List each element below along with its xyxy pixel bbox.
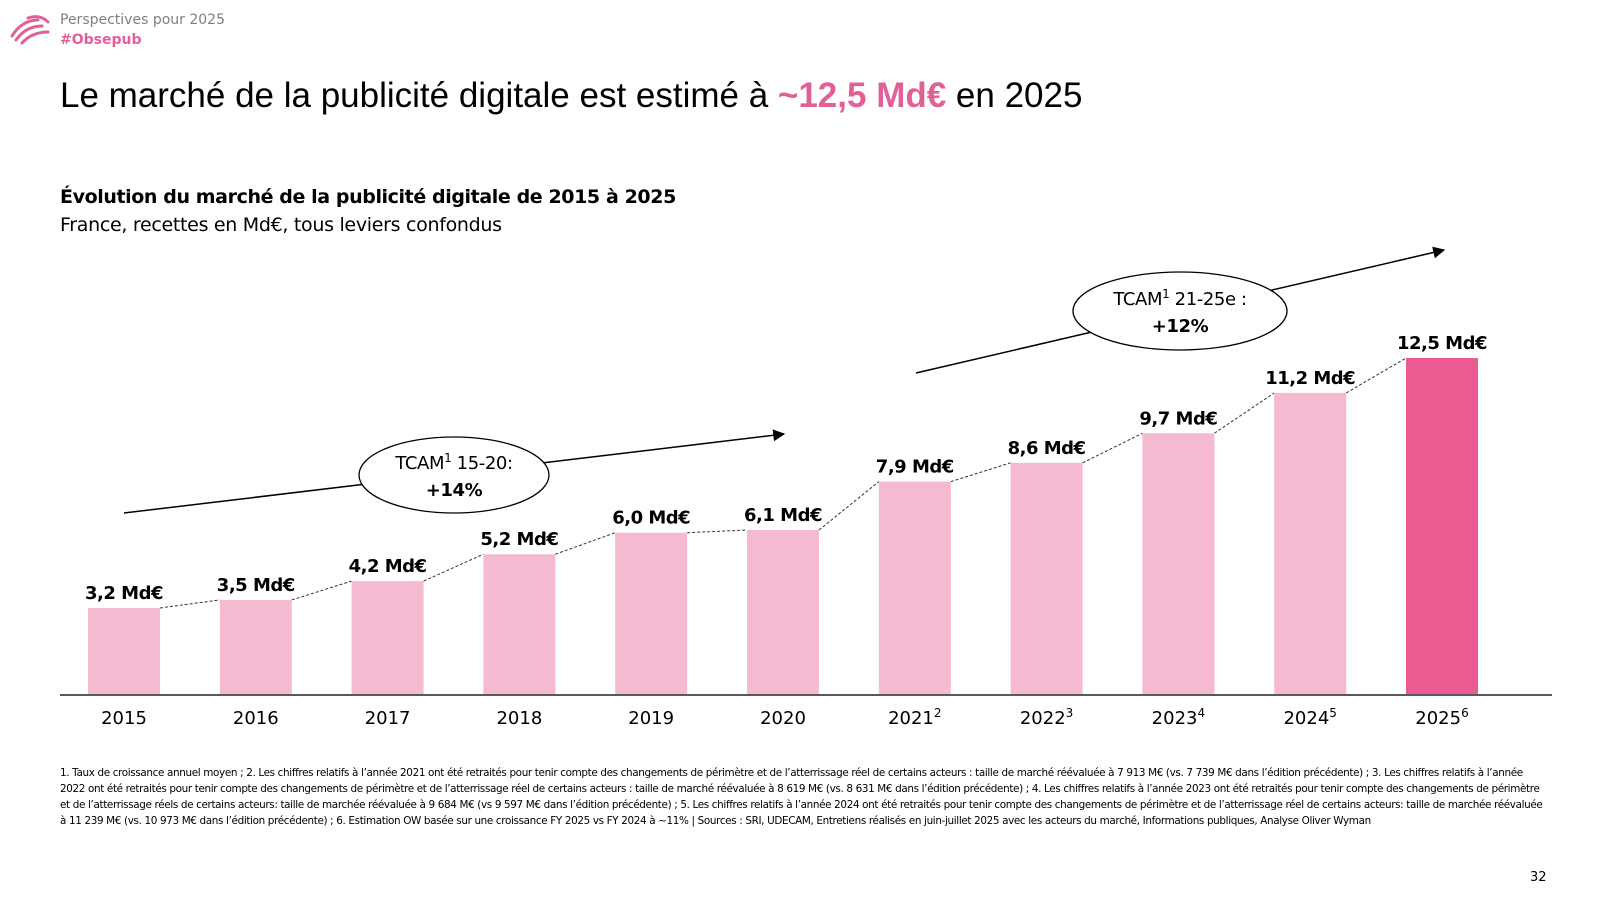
x-tick-label: 20212 — [888, 706, 941, 729]
title-suffix: en 2025 — [946, 76, 1083, 115]
connector-line — [1082, 432, 1143, 464]
bar-2020 — [747, 530, 819, 694]
connector-line — [950, 462, 1011, 483]
page-title: Le marché de la publicité digitale est e… — [60, 76, 1082, 116]
cagr-label: TCAM1 21-25e : — [1112, 287, 1246, 310]
page-number: 32 — [1530, 870, 1547, 885]
x-tick-label: 20223 — [1020, 706, 1073, 729]
x-tick-label: 2020 — [760, 708, 806, 729]
bar-2016 — [219, 599, 292, 694]
bar-2021 — [878, 481, 951, 694]
data-label: 12,5 Md€ — [1397, 333, 1487, 354]
cagr-value: +14% — [426, 480, 483, 501]
connector-line — [291, 580, 352, 601]
title-accent: ~12,5 Md€ — [777, 76, 947, 115]
data-label: 3,5 Md€ — [217, 575, 295, 596]
bar-2018 — [483, 554, 556, 694]
x-tick-label: 2016 — [233, 708, 279, 729]
x-tick-label: 20234 — [1152, 706, 1205, 729]
bar-2017 — [351, 581, 424, 694]
connector-line — [555, 532, 616, 555]
hashtag: #Obsepub — [60, 32, 142, 48]
bar-2024 — [1274, 392, 1347, 694]
data-label: 6,0 Md€ — [612, 508, 690, 529]
x-tick-label: 2017 — [365, 708, 411, 729]
data-label: 8,6 Md€ — [1008, 438, 1086, 459]
data-label: 5,2 Md€ — [480, 529, 558, 550]
bar-2022 — [1010, 462, 1083, 694]
x-tick-label: 2018 — [496, 708, 542, 729]
bar-2025 — [1406, 358, 1478, 694]
x-tick-label: 2019 — [628, 708, 674, 729]
bar-2019 — [615, 532, 688, 694]
data-label: 11,2 Md€ — [1265, 368, 1355, 389]
x-tick-label: 2015 — [101, 708, 147, 729]
chart-subtitle: France, recettes en Md€, tous leviers co… — [60, 214, 502, 236]
data-label: 9,7 Md€ — [1139, 408, 1217, 429]
bar-chart: TCAM1 15-20: +14% TCAM1 21-25e : +12% 3,2 M… — [60, 246, 1552, 729]
slide-kicker: Perspectives pour 2025 #Obsepub — [60, 10, 225, 50]
data-label: 3,2 Md€ — [85, 583, 163, 604]
connector-line — [818, 481, 880, 531]
chart-title: Évolution du marché de la publicité digi… — [60, 186, 676, 208]
bar-2023 — [1142, 433, 1215, 694]
connector-line — [1345, 357, 1407, 394]
data-label: 6,1 Md€ — [744, 505, 822, 526]
x-tick-label: 20256 — [1415, 706, 1468, 729]
cagr-label: TCAM1 15-20: — [394, 451, 512, 474]
title-prefix: Le marché de la publicité digitale est e… — [60, 76, 778, 115]
connector-line — [687, 529, 748, 534]
kicker-text: Perspectives pour 2025 — [60, 12, 225, 28]
data-label: 4,2 Md€ — [349, 556, 427, 577]
data-label: 7,9 Md€ — [876, 457, 954, 478]
connector-line — [423, 553, 484, 582]
x-tick-label: 20245 — [1283, 706, 1336, 729]
footnote: 1. Taux de croissance annuel moyen ; 2. … — [60, 767, 1543, 827]
bar-2015 — [88, 607, 160, 694]
connector-line — [159, 599, 220, 609]
cagr-callout — [1072, 271, 1288, 351]
obsepub-logo-icon — [10, 15, 50, 45]
cagr-callout — [358, 436, 550, 514]
connector-line — [1214, 392, 1275, 434]
cagr-value: +12% — [1152, 316, 1209, 337]
